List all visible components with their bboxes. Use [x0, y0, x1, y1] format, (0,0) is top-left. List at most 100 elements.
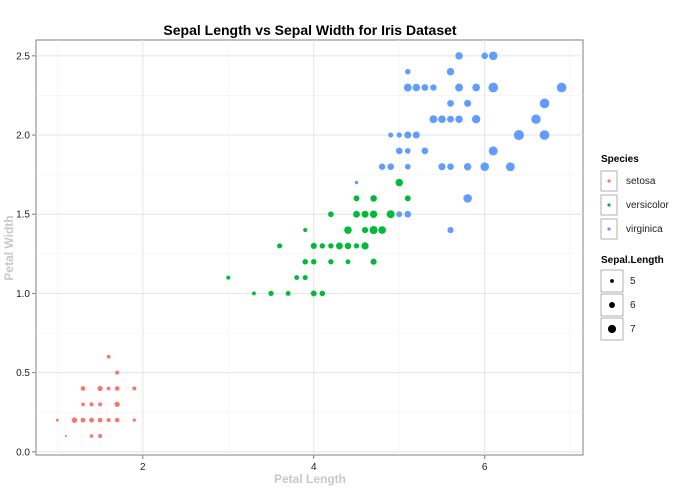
legend-size-item-7: 7 [600, 317, 636, 341]
y-axis-ticks: 0.0 0.5 1.0 1.5 2.0 2.5 [16, 51, 36, 458]
data-point [463, 194, 472, 203]
major-grid [36, 40, 583, 455]
data-point [80, 386, 86, 391]
x-tick-label: 4 [311, 462, 317, 473]
data-point [472, 83, 481, 92]
legend: Species setosa versicolor virginica Sepal.… [600, 154, 669, 341]
legend-species-title: Species [601, 154, 639, 165]
data-point [370, 195, 377, 202]
data-points [55, 51, 567, 439]
data-point [311, 259, 317, 265]
series-virginica [354, 51, 567, 234]
data-point [488, 51, 498, 61]
data-point [336, 242, 343, 250]
series-versicolor [226, 163, 411, 297]
data-point [488, 146, 498, 156]
data-point [429, 115, 438, 124]
data-point [404, 163, 411, 170]
y-tick-label: 1.5 [16, 210, 30, 221]
data-point [395, 178, 403, 187]
data-point [328, 243, 334, 249]
x-axis-ticks: 2 4 6 [140, 455, 488, 473]
data-point [404, 195, 411, 202]
legend-item-setosa: setosa [600, 170, 656, 192]
data-point [556, 82, 567, 93]
legend-key-dot [607, 179, 611, 183]
x-axis-title: Petal Length [274, 472, 346, 486]
data-point [361, 242, 369, 250]
data-point [404, 210, 412, 218]
y-tick-label: 1.0 [16, 289, 30, 300]
data-point [81, 418, 85, 422]
legend-size-item-6: 6 [600, 293, 636, 317]
data-point [361, 210, 369, 218]
series-setosa [55, 354, 137, 439]
legend-species-keys: setosa versicolor virginica [600, 170, 669, 240]
legend-label: versicolor [626, 200, 669, 211]
data-point [447, 115, 454, 123]
legend-size-dot [609, 302, 615, 308]
data-point [412, 83, 421, 92]
data-point [387, 210, 394, 218]
data-point [446, 67, 455, 76]
data-point [455, 83, 464, 92]
data-point [403, 83, 412, 92]
data-point [404, 131, 412, 139]
data-point [370, 226, 377, 234]
data-point [268, 290, 274, 297]
data-point [302, 259, 308, 265]
data-point [106, 386, 111, 391]
data-point [64, 434, 68, 438]
data-point [98, 402, 103, 407]
data-point [114, 417, 120, 423]
legend-key-dot [607, 227, 611, 231]
x-tick-label: 6 [482, 462, 488, 473]
legend-label: 6 [630, 300, 636, 311]
data-point [421, 84, 429, 91]
plot-border [35, 39, 584, 456]
legend-item-virginica: virginica [600, 218, 663, 240]
y-axis-title: Petal Width [2, 215, 16, 280]
data-point [354, 180, 359, 185]
data-point [405, 68, 411, 75]
data-point [344, 226, 352, 234]
data-point [447, 163, 454, 171]
data-point [277, 243, 283, 249]
chart-title: Sepal Length vs Sepal Width for Iris Dat… [163, 22, 456, 38]
minor-grid [36, 40, 583, 455]
legend-key-dot [607, 203, 611, 207]
data-point [345, 259, 351, 265]
data-point [55, 418, 59, 422]
data-point [539, 130, 550, 140]
legend-size-dot [607, 324, 617, 334]
legend-label: setosa [626, 176, 656, 187]
data-point [310, 290, 317, 297]
data-point [114, 401, 120, 407]
data-point [132, 386, 137, 391]
data-point [388, 132, 394, 138]
data-point [396, 211, 403, 218]
data-point [405, 148, 411, 154]
data-point [505, 162, 515, 172]
data-point [106, 354, 111, 359]
data-point [226, 275, 231, 280]
data-point [412, 131, 420, 139]
legend-label: virginica [626, 224, 663, 235]
data-point [353, 195, 360, 202]
legend-item-versicolor: versicolor [600, 194, 669, 216]
data-point [311, 243, 317, 249]
data-point [421, 147, 429, 155]
data-point [438, 115, 446, 124]
data-point [430, 84, 437, 91]
data-point [319, 290, 326, 297]
legend-label: 7 [630, 324, 636, 335]
y-tick-label: 2.5 [16, 51, 30, 62]
data-point [447, 99, 454, 107]
data-point [89, 418, 94, 423]
data-point [97, 417, 103, 423]
x-tick-label: 2 [140, 462, 146, 473]
data-point [378, 226, 386, 234]
data-point [539, 98, 550, 109]
legend-size-item-5: 5 [600, 269, 636, 293]
